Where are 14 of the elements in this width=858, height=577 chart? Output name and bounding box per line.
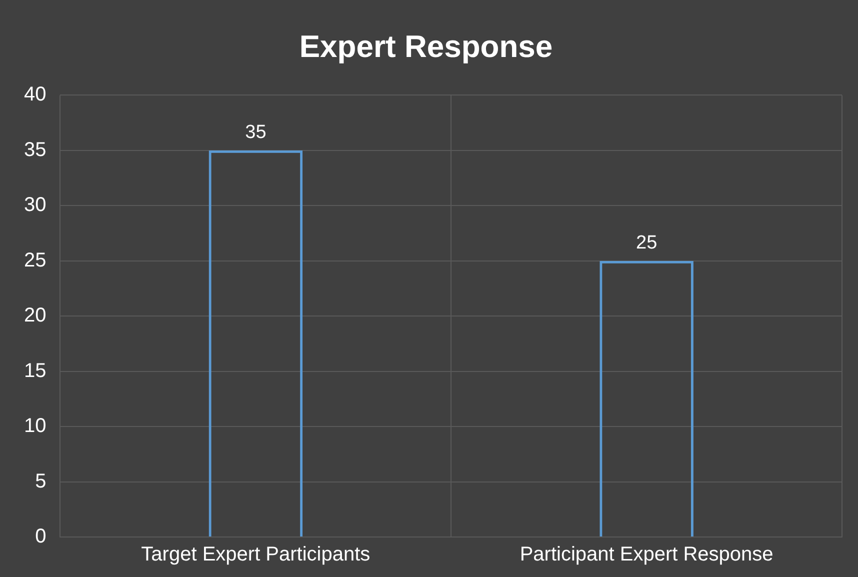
y-tick-label: 0 bbox=[35, 526, 46, 548]
x-tick-label: Participant Expert Response bbox=[520, 544, 774, 566]
y-tick-label: 20 bbox=[24, 304, 46, 327]
y-tick-label: 35 bbox=[24, 138, 46, 161]
data-label: 25 bbox=[636, 232, 658, 254]
y-tick-label: 15 bbox=[24, 360, 46, 382]
data-label: 35 bbox=[245, 122, 266, 144]
y-tick-label: 40 bbox=[24, 84, 46, 106]
y-tick-label: 25 bbox=[24, 249, 46, 272]
chart-title: Expert Response bbox=[299, 29, 553, 64]
y-tick-label: 5 bbox=[35, 470, 46, 492]
x-tick-label: Target Expert Participants bbox=[141, 544, 370, 566]
y-tick-label: 10 bbox=[24, 415, 46, 438]
y-tick-label: 30 bbox=[24, 194, 46, 216]
